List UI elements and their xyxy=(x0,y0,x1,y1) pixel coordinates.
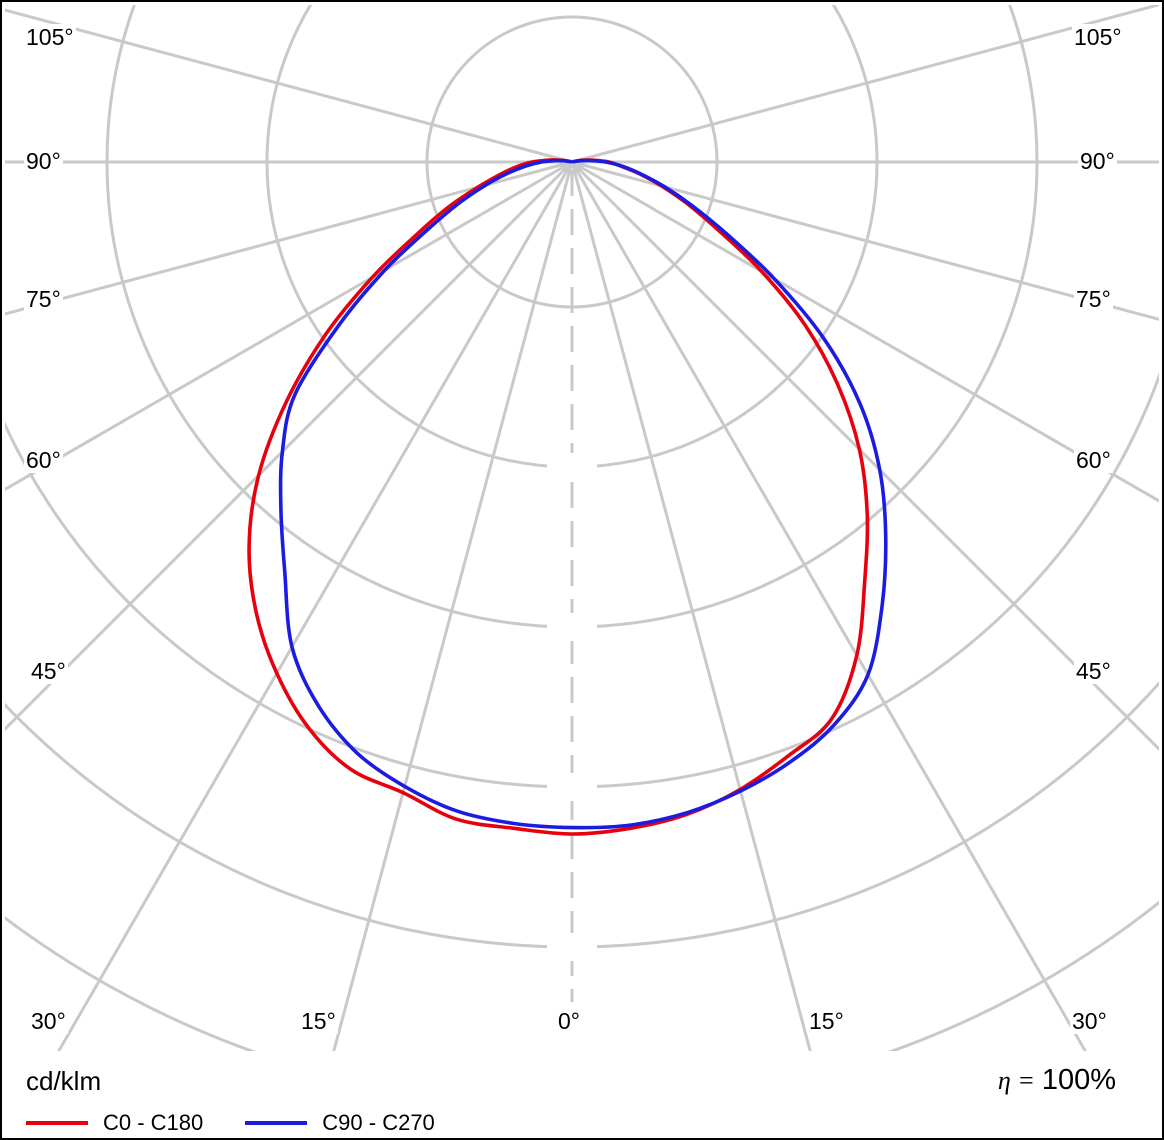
eta-value: 100% xyxy=(1041,1064,1116,1096)
legend: C0 - C180 C90 - C270 xyxy=(26,1110,435,1136)
intensity-curve-C0-C180 xyxy=(247,158,870,836)
grid-radial-line xyxy=(5,160,573,316)
grid-radial-line xyxy=(571,160,1159,321)
legend-label-c0-c180: C0 - C180 xyxy=(103,1110,204,1135)
angle-label-left-60deg: 60° xyxy=(24,447,63,474)
angle-label-right-105deg: 105° xyxy=(1072,24,1124,51)
angle-label-bottom-right-30deg: 30° xyxy=(1070,1008,1109,1035)
grid-radial-line xyxy=(332,161,574,1051)
efficiency-label: η = 100% xyxy=(998,1064,1116,1097)
unit-label: cd/klm xyxy=(26,1066,102,1096)
angle-label-right-90deg: 90° xyxy=(1078,148,1117,175)
grid-radial-line xyxy=(570,161,812,1051)
eta-symbol: η = xyxy=(997,1066,1035,1095)
angle-label-left-75deg: 75° xyxy=(24,286,63,313)
angle-label-bottom-0deg: 0° xyxy=(556,1008,582,1035)
chart-footer: cd/klm η = 100% C0 - C180 C90 - C270 xyxy=(2,1052,1162,1138)
angle-label-bottom-15deg: 15° xyxy=(299,1008,338,1035)
polar-plot-area: 105° 90° 75° 60° 45° 30° 15° 0° 15° 30° 105° 90° 75°… xyxy=(2,2,1162,1054)
grid-radial-line xyxy=(57,161,574,1051)
angle-label-left-90deg: 90° xyxy=(24,148,63,175)
angle-label-right-45deg: 45° xyxy=(1074,658,1113,685)
angle-label-bottom-15deg: 15° xyxy=(807,1008,846,1035)
grid-radial-line xyxy=(571,160,1159,503)
grid-radial-line xyxy=(5,160,574,732)
polar-grid xyxy=(5,5,1159,1051)
angle-label-left-105deg: 105° xyxy=(24,24,76,51)
angle-label-bottom-left-30deg: 30° xyxy=(29,1008,68,1035)
axis-label-gap xyxy=(547,453,597,481)
angle-label-right-60deg: 60° xyxy=(1074,447,1113,474)
grid-radial-line xyxy=(5,160,573,492)
grid-radial-line xyxy=(570,161,1087,1051)
axis-label-gap xyxy=(547,933,597,961)
axis-label-gap xyxy=(547,613,597,641)
legend-item-c90-c270: C90 - C270 xyxy=(245,1110,435,1136)
legend-swatch-c0-c180 xyxy=(26,1121,88,1125)
polar-chart-canvas xyxy=(5,5,1159,1051)
angle-label-right-75deg: 75° xyxy=(1074,286,1113,313)
legend-item-c0-c180: C0 - C180 xyxy=(26,1110,203,1136)
grid-radial-line xyxy=(570,160,1159,752)
angle-label-left-45deg: 45° xyxy=(29,658,68,685)
legend-swatch-c90-c270 xyxy=(245,1121,308,1125)
grid-circle xyxy=(5,371,1159,789)
grid-radial-line xyxy=(5,8,573,164)
axis-label-gap xyxy=(547,773,597,801)
intensity-curve-C90-C270 xyxy=(278,158,888,830)
grid-radial-line xyxy=(571,5,1159,164)
legend-label-c90-c270: C90 - C270 xyxy=(322,1110,435,1135)
